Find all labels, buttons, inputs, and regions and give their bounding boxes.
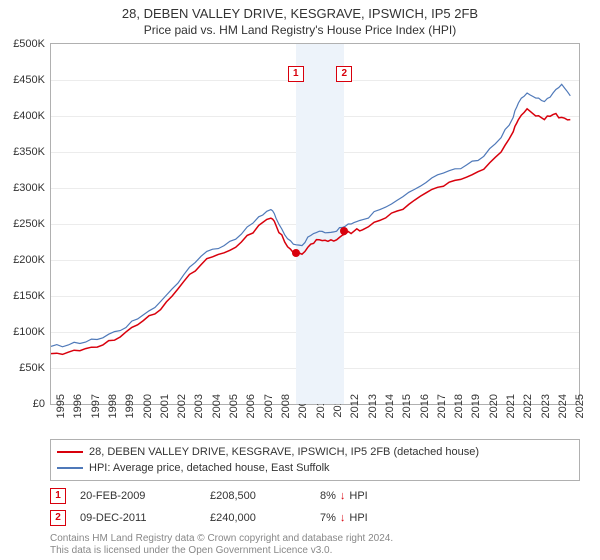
series-hpi [51,84,570,347]
marker-dot [340,227,348,235]
legend-swatch [57,451,83,453]
y-axis-label: £250K [3,218,45,230]
diff-ref: HPI [349,490,367,502]
arrow-down-icon: ↓ [340,490,346,502]
footer-line: This data is licensed under the Open Gov… [50,545,580,557]
price-chart: £0£50K£100K£150K£200K£250K£300K£350K£400… [50,43,580,405]
legend: 28, DEBEN VALLEY DRIVE, KESGRAVE, IPSWIC… [50,439,580,481]
transaction-date: 20-FEB-2009 [80,490,210,502]
transaction-diff: 8% ↓HPI [320,490,368,502]
y-axis-label: £400K [3,110,45,122]
transaction-badge: 2 [50,510,66,526]
footer-line: Contains HM Land Registry data © Crown c… [50,533,580,545]
y-axis-label: £100K [3,326,45,338]
transaction-row: 1 20-FEB-2009£208,5008% ↓HPI [50,485,580,507]
transaction-row: 2 09-DEC-2011£240,0007% ↓HPI [50,507,580,529]
y-axis-label: £300K [3,182,45,194]
chart-lines [51,44,579,404]
page-title: 28, DEBEN VALLEY DRIVE, KESGRAVE, IPSWIC… [0,6,600,21]
y-axis-label: £150K [3,290,45,302]
legend-label: HPI: Average price, detached house, East… [89,462,330,474]
y-axis-label: £50K [3,362,45,374]
legend-item: 28, DEBEN VALLEY DRIVE, KESGRAVE, IPSWIC… [57,444,573,460]
arrow-down-icon: ↓ [340,512,346,524]
marker-badge: 1 [288,66,304,82]
transaction-price: £240,000 [210,512,320,524]
diff-ref: HPI [349,512,367,524]
y-axis-label: £450K [3,74,45,86]
marker-dot [292,249,300,257]
y-axis-label: £0 [3,398,45,410]
legend-label: 28, DEBEN VALLEY DRIVE, KESGRAVE, IPSWIC… [89,446,479,458]
transaction-price: £208,500 [210,490,320,502]
diff-percent: 8% [320,490,336,502]
transactions-table: 1 20-FEB-2009£208,5008% ↓HPI 2 09-DEC-2011£2… [50,485,580,529]
y-axis-label: £200K [3,254,45,266]
y-axis-label: £500K [3,38,45,50]
footer-attribution: Contains HM Land Registry data © Crown c… [50,533,580,557]
y-axis-label: £350K [3,146,45,158]
marker-badge: 2 [336,66,352,82]
transaction-badge: 1 [50,488,66,504]
diff-percent: 7% [320,512,336,524]
transaction-diff: 7% ↓HPI [320,512,368,524]
legend-item: HPI: Average price, detached house, East… [57,460,573,476]
page-subtitle: Price paid vs. HM Land Registry's House … [0,23,600,37]
legend-swatch [57,467,83,469]
transaction-date: 09-DEC-2011 [80,512,210,524]
